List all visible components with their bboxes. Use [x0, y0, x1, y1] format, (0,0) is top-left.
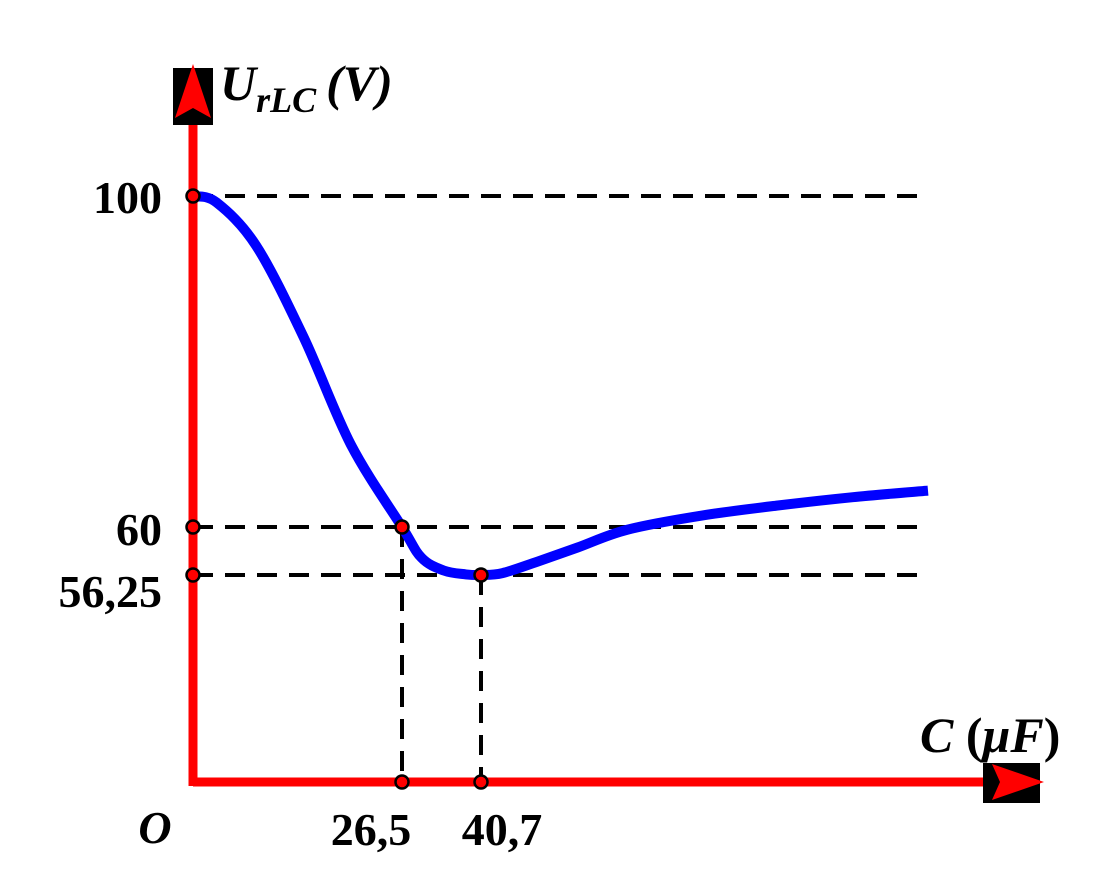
x-axis-title-open: ( [953, 707, 982, 763]
labels: 100 60 56,25 26,5 40,7 O UrLC (V) C (μF) [59, 55, 1061, 855]
y-tick-label-0: 100 [93, 172, 162, 223]
markers [185, 188, 489, 790]
x-axis-title-main: C [920, 707, 954, 763]
y-tick-marker-1 [185, 519, 201, 535]
x-tick-marker-1 [473, 774, 489, 790]
x-axis-title-unit: μF [980, 707, 1044, 763]
curve-layer [191, 191, 929, 581]
y-axis-title: UrLC (V) [220, 55, 393, 120]
x-axis-arrow-head [992, 764, 1044, 800]
y-tick-marker-2 [185, 567, 201, 583]
x-axis-title: C (μF) [920, 707, 1060, 763]
x-tick-label-0: 26,5 [331, 804, 412, 855]
y-axis-title-unit: (V) [326, 55, 393, 111]
x-tick-marker-0 [394, 774, 410, 790]
axes [173, 64, 1044, 803]
origin-label: O [138, 802, 171, 853]
curve-series [191, 191, 929, 581]
curve-point-marker-0 [394, 519, 410, 535]
y-tick-label-1: 60 [116, 504, 162, 555]
y-tick-marker-0 [185, 188, 201, 204]
x-axis-title-close: ) [1044, 707, 1061, 763]
y-axis-title-main: U [220, 55, 259, 111]
y-axis-arrow-head [175, 64, 211, 118]
y-axis-title-sub: rLC [256, 80, 317, 120]
guide-lines [193, 194, 918, 782]
y-tick-label-2: 56,25 [59, 566, 163, 617]
curve-point-marker-1 [473, 567, 489, 583]
x-tick-label-1: 40,7 [462, 804, 543, 855]
